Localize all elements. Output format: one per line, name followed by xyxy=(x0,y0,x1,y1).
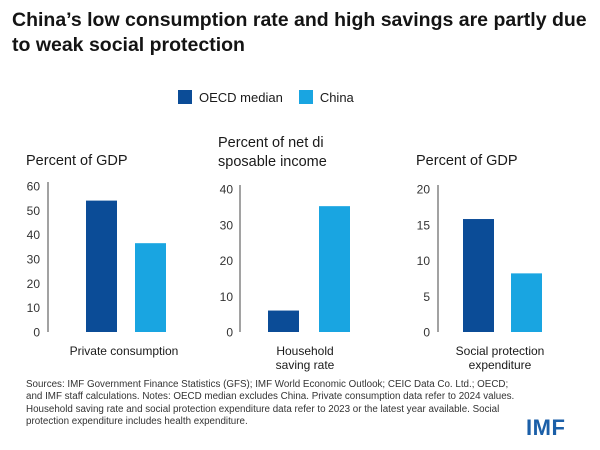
chart-title: China’s low consumption rate and high sa… xyxy=(12,9,587,56)
source-notes: Sources: IMF Government Finance Statisti… xyxy=(26,379,515,428)
panel-2-ytick-20: 20 xyxy=(220,254,234,268)
panel-2-unit-title-line-2: sposable income xyxy=(218,154,327,170)
legend-swatch-oecd xyxy=(178,90,192,104)
panel-1-ytick-10: 10 xyxy=(27,301,41,315)
panel-3-ytick-10: 10 xyxy=(417,254,431,268)
legend-item-oecd: OECD median xyxy=(178,90,283,105)
panel-1-bar-oecd-median xyxy=(86,200,117,332)
panel-3-ytick-15: 15 xyxy=(417,218,431,232)
panel-1-unit-title-line-1: Percent of GDP xyxy=(26,153,128,169)
legend-label-china: China xyxy=(319,89,354,105)
panel-2-unit-title-line-1: Percent of net di xyxy=(218,135,324,151)
panel-2-ytick-30: 30 xyxy=(220,218,234,232)
panel-3-ytick-0: 0 xyxy=(423,326,430,340)
legend-item-china: China xyxy=(298,89,354,105)
panel-2-bar-oecd-median xyxy=(268,310,299,332)
panel-2-ytick-40: 40 xyxy=(220,183,234,197)
panel-1-ytick-0: 0 xyxy=(33,326,40,340)
panel-1-ytick-60: 60 xyxy=(27,180,41,194)
panel-2-ytick-10: 10 xyxy=(220,290,234,304)
panel-2-ytick-0: 0 xyxy=(226,326,233,340)
panel-3-ytick-5: 5 xyxy=(423,290,430,304)
panel-1-bar-china xyxy=(135,243,166,332)
panel-3-category-label-line-1: Social protection xyxy=(456,344,545,358)
panel-1-ytick-40: 40 xyxy=(27,228,41,242)
panel-2-bar-china xyxy=(319,206,350,332)
legend-label-oecd: OECD median xyxy=(199,89,283,105)
panel-3-bar-oecd-median xyxy=(463,219,494,332)
panel-3-bar-china xyxy=(511,273,542,332)
panel-1-ytick-30: 30 xyxy=(27,253,41,267)
panel-2-category-label-line-1: Household xyxy=(276,344,333,358)
panel-1-ytick-50: 50 xyxy=(27,204,41,218)
panel-3-ytick-20: 20 xyxy=(417,183,431,197)
panel-3-unit-title-line-1: Percent of GDP xyxy=(416,153,518,169)
legend: OECD median China xyxy=(178,89,370,105)
panel-1-ytick-20: 20 xyxy=(27,277,41,291)
panel-2-category-label-line-2: saving rate xyxy=(276,358,335,372)
imf-logo: IMF xyxy=(526,415,566,440)
panel-1-category-label-line-1: Private consumption xyxy=(70,344,179,358)
legend-swatch-china xyxy=(298,90,313,104)
panel-3-category-label-line-2: expenditure xyxy=(469,358,532,372)
